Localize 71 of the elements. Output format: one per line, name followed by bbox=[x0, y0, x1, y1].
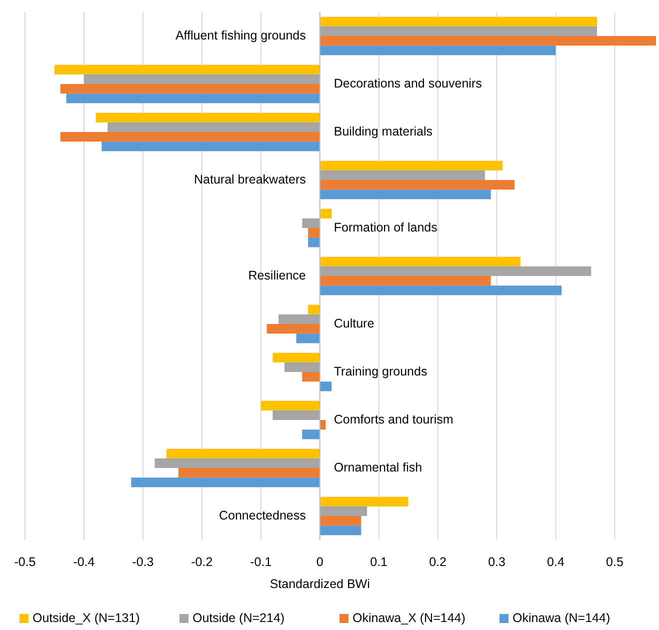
bar bbox=[320, 266, 592, 276]
x-tick-label: 0.1 bbox=[370, 555, 388, 569]
bar bbox=[320, 46, 556, 56]
legend-label: Outside (N=214) bbox=[192, 611, 285, 625]
bar bbox=[320, 286, 562, 296]
bar bbox=[320, 256, 520, 266]
bar bbox=[54, 64, 320, 74]
legend-label: Okinawa (N=144) bbox=[512, 611, 610, 625]
bar bbox=[308, 228, 320, 238]
y-tick-label: Training grounds bbox=[334, 364, 428, 378]
bar bbox=[272, 410, 320, 420]
bar bbox=[266, 324, 320, 334]
bar bbox=[320, 516, 362, 526]
y-tick-label: Resilience bbox=[248, 268, 306, 282]
x-tick-label: 0.3 bbox=[488, 555, 506, 569]
y-tick-label: Natural breakwaters bbox=[194, 172, 306, 186]
bar bbox=[296, 334, 320, 344]
y-tick-label: Connectedness bbox=[218, 508, 306, 522]
bar bbox=[96, 112, 320, 122]
bar bbox=[284, 362, 320, 372]
bar bbox=[84, 74, 320, 84]
bar bbox=[166, 448, 320, 458]
bar bbox=[302, 218, 320, 228]
bar bbox=[320, 526, 362, 536]
bar bbox=[302, 430, 320, 440]
bar bbox=[102, 142, 320, 152]
y-tick-label: Ornamental fish bbox=[334, 460, 422, 474]
legend-label: Okinawa_X (N=144) bbox=[352, 611, 466, 625]
bar bbox=[60, 132, 320, 142]
bar bbox=[320, 208, 332, 218]
x-tick-label: 0.2 bbox=[429, 555, 447, 569]
bar bbox=[320, 170, 485, 180]
bar bbox=[320, 26, 598, 36]
x-tick-label: -0.1 bbox=[250, 555, 272, 569]
bar bbox=[320, 382, 332, 392]
y-tick-label: Affluent fishing grounds bbox=[175, 28, 306, 42]
legend-label: Outside_X (N=131) bbox=[32, 611, 140, 625]
x-tick-label: -0.4 bbox=[73, 555, 95, 569]
bar bbox=[320, 276, 491, 286]
bar bbox=[320, 420, 326, 430]
bar bbox=[108, 122, 320, 132]
bar bbox=[320, 36, 656, 46]
x-tick-label: -0.2 bbox=[191, 555, 213, 569]
x-tick-label: 0.4 bbox=[547, 555, 564, 569]
bar bbox=[60, 84, 320, 94]
bar bbox=[260, 400, 320, 410]
x-tick-label: 0 bbox=[316, 555, 324, 569]
bar bbox=[320, 496, 408, 506]
bar bbox=[320, 506, 368, 516]
y-tick-label: Culture bbox=[334, 316, 374, 330]
bar bbox=[131, 478, 320, 488]
bar bbox=[320, 180, 514, 190]
bar bbox=[320, 16, 598, 26]
bar bbox=[154, 458, 320, 468]
bar bbox=[302, 372, 320, 382]
bar bbox=[320, 190, 491, 200]
bar bbox=[272, 352, 320, 362]
bar bbox=[278, 314, 320, 324]
y-tick-label: Comforts and tourism bbox=[334, 412, 454, 426]
x-tick-label: -0.5 bbox=[14, 555, 36, 569]
bar bbox=[66, 94, 320, 104]
bar bbox=[178, 468, 320, 478]
x-tick-label: -0.3 bbox=[132, 555, 154, 569]
bar bbox=[308, 304, 320, 314]
y-tick-label: Building materials bbox=[334, 124, 433, 138]
x-axis-title: Standardized BWi bbox=[270, 577, 370, 591]
y-tick-label: Formation of lands bbox=[334, 220, 438, 234]
x-tick-label: 0.5 bbox=[606, 555, 624, 569]
y-tick-label: Decorations and souvenirs bbox=[334, 76, 482, 90]
bar bbox=[320, 160, 503, 170]
bar bbox=[308, 238, 320, 248]
